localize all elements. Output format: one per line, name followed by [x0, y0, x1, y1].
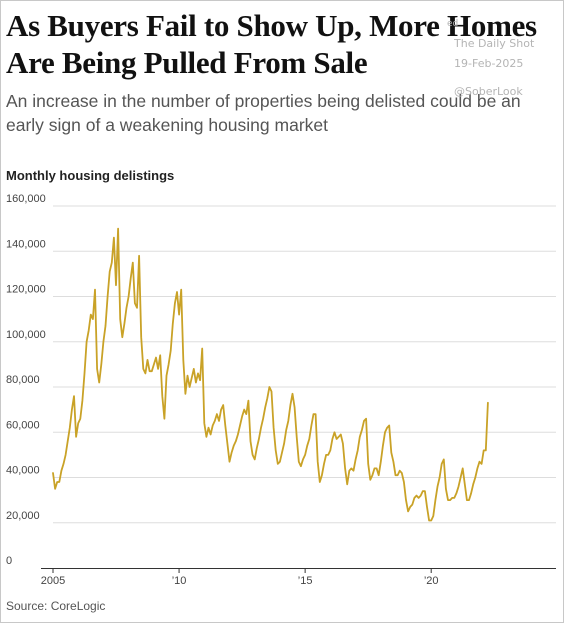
y-tick-label: 160,000 [6, 193, 46, 205]
page-title: As Buyers Fail to Show Up, More Homes Ar… [6, 8, 537, 80]
y-tick-label: 40,000 [6, 465, 40, 477]
y-tick-label: 100,000 [6, 329, 46, 341]
y-tick-label: 140,000 [6, 238, 46, 250]
y-tick-label: 60,000 [6, 419, 40, 431]
source-note: Source: CoreLogic [6, 599, 106, 613]
watermark-handle: @SoberLook [454, 85, 523, 98]
watermark-brand: The Daily Shot [454, 37, 535, 50]
y-tick-label: 120,000 [6, 284, 46, 296]
delistings-series-line [52, 227, 489, 522]
watermark-date: 19-Feb-2025 [454, 57, 524, 70]
page-subtitle: An increase in the number of properties … [6, 91, 521, 135]
x-tick-label: ’15 [298, 575, 313, 587]
watermark-fragment: ed [447, 19, 459, 29]
x-tick-label: ’10 [172, 575, 187, 587]
y-tick-label: 0 [6, 555, 12, 567]
x-tick-label: ’20 [424, 575, 439, 587]
y-tick-label: 80,000 [6, 374, 40, 386]
x-tick-label: 2005 [41, 575, 65, 587]
y-tick-label: 20,000 [6, 510, 40, 522]
chart-title: Monthly housing delistings [6, 168, 175, 183]
